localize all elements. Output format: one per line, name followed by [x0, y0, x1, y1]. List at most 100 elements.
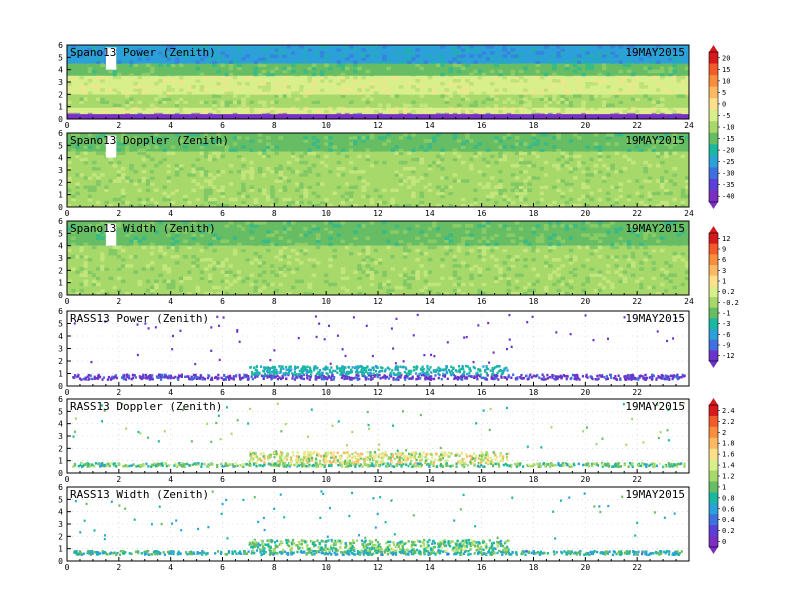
x-tick-label: 20	[581, 121, 591, 130]
heatmap-cell	[432, 48, 437, 52]
heatmap-cell	[390, 85, 395, 89]
heatmap-cell	[357, 155, 362, 159]
heatmap-cell	[602, 94, 607, 98]
heatmap-cell	[494, 246, 499, 250]
heatmap-cell	[216, 173, 221, 177]
heatmap-cell	[308, 155, 313, 159]
heatmap-cell	[258, 221, 263, 225]
heatmap-cell	[594, 289, 599, 293]
heatmap-cell	[71, 195, 76, 199]
heatmap-cell	[100, 64, 105, 68]
heatmap-cell	[656, 286, 661, 290]
heatmap-cell	[515, 67, 520, 71]
heatmap-cell	[67, 261, 72, 265]
data-point	[202, 378, 204, 381]
heatmap-cell	[175, 76, 180, 80]
data-point	[103, 376, 105, 379]
heatmap-cell	[133, 201, 138, 205]
heatmap-cell	[262, 152, 267, 156]
heatmap-cell	[270, 145, 275, 149]
data-point	[233, 378, 235, 381]
heatmap-cell	[353, 76, 358, 80]
heatmap-cell	[345, 57, 350, 61]
data-point	[145, 374, 147, 377]
heatmap-cell	[158, 201, 163, 205]
heatmap-cell	[154, 107, 159, 111]
heatmap-cell	[187, 85, 192, 89]
heatmap-cell	[453, 289, 458, 293]
heatmap-cell	[461, 198, 466, 202]
heatmap-cell	[366, 264, 371, 268]
heatmap-cell	[639, 82, 644, 86]
heatmap-cell	[453, 158, 458, 162]
heatmap-cell	[113, 252, 118, 256]
heatmap-cell	[312, 79, 317, 83]
heatmap-cell	[581, 195, 586, 199]
heatmap-cell	[415, 258, 420, 262]
data-point	[167, 377, 169, 380]
heatmap-cell	[291, 270, 296, 274]
heatmap-cell	[527, 161, 532, 165]
heatmap-cell	[407, 243, 412, 247]
heatmap-cell	[328, 57, 333, 61]
heatmap-cell	[648, 173, 653, 177]
heatmap-cell	[436, 277, 441, 281]
heatmap-cell	[142, 107, 147, 111]
heatmap-cell	[167, 64, 172, 68]
heatmap-cell	[457, 170, 462, 174]
heatmap-cell	[565, 85, 570, 89]
heatmap-cell	[411, 167, 416, 171]
heatmap-cell	[527, 152, 532, 156]
heatmap-cell	[556, 158, 561, 162]
heatmap-cell	[652, 113, 657, 117]
heatmap-cell	[523, 170, 528, 174]
heatmap-cell	[345, 195, 350, 199]
heatmap-cell	[208, 173, 213, 177]
heatmap-cell	[556, 289, 561, 293]
heatmap-cell	[415, 249, 420, 253]
heatmap-cell	[461, 240, 466, 244]
heatmap-cell	[399, 170, 404, 174]
heatmap-cell	[606, 280, 611, 284]
heatmap-cell	[660, 185, 665, 189]
heatmap-cell	[229, 182, 234, 186]
heatmap-cell	[125, 94, 130, 98]
heatmap-cell	[353, 185, 358, 189]
data-point	[79, 377, 81, 380]
heatmap-cell	[552, 101, 557, 105]
heatmap-cell	[602, 54, 607, 58]
heatmap-cell	[395, 145, 400, 149]
heatmap-cell	[606, 198, 611, 202]
heatmap-cell	[619, 258, 624, 262]
heatmap-cell	[672, 70, 677, 74]
heatmap-cell	[581, 267, 586, 271]
heatmap-cell	[556, 54, 561, 58]
data-point	[309, 376, 311, 379]
heatmap-cell	[262, 179, 267, 183]
heatmap-cell	[225, 148, 230, 152]
heatmap-cell	[295, 289, 300, 293]
heatmap-cell	[337, 60, 342, 64]
heatmap-cell	[129, 67, 134, 71]
heatmap-cell	[349, 195, 354, 199]
heatmap-cell	[585, 179, 590, 183]
heatmap-cell	[233, 264, 238, 268]
heatmap-cell	[249, 261, 254, 265]
heatmap-cell	[137, 76, 142, 80]
heatmap-cell	[507, 233, 512, 237]
heatmap-cell	[183, 240, 188, 244]
heatmap-cell	[399, 145, 404, 149]
heatmap-cell	[129, 101, 134, 105]
heatmap-cell	[171, 236, 176, 240]
heatmap-cell	[287, 94, 292, 98]
heatmap-cell	[370, 85, 375, 89]
heatmap-cell	[357, 70, 362, 74]
heatmap-cell	[79, 97, 84, 101]
heatmap-cell	[366, 270, 371, 274]
heatmap-cell	[527, 176, 532, 180]
heatmap-cell	[660, 152, 665, 156]
x-tick-label: 24	[684, 209, 694, 218]
heatmap-cell	[320, 73, 325, 77]
heatmap-cell	[656, 101, 661, 105]
heatmap-cell	[295, 227, 300, 231]
